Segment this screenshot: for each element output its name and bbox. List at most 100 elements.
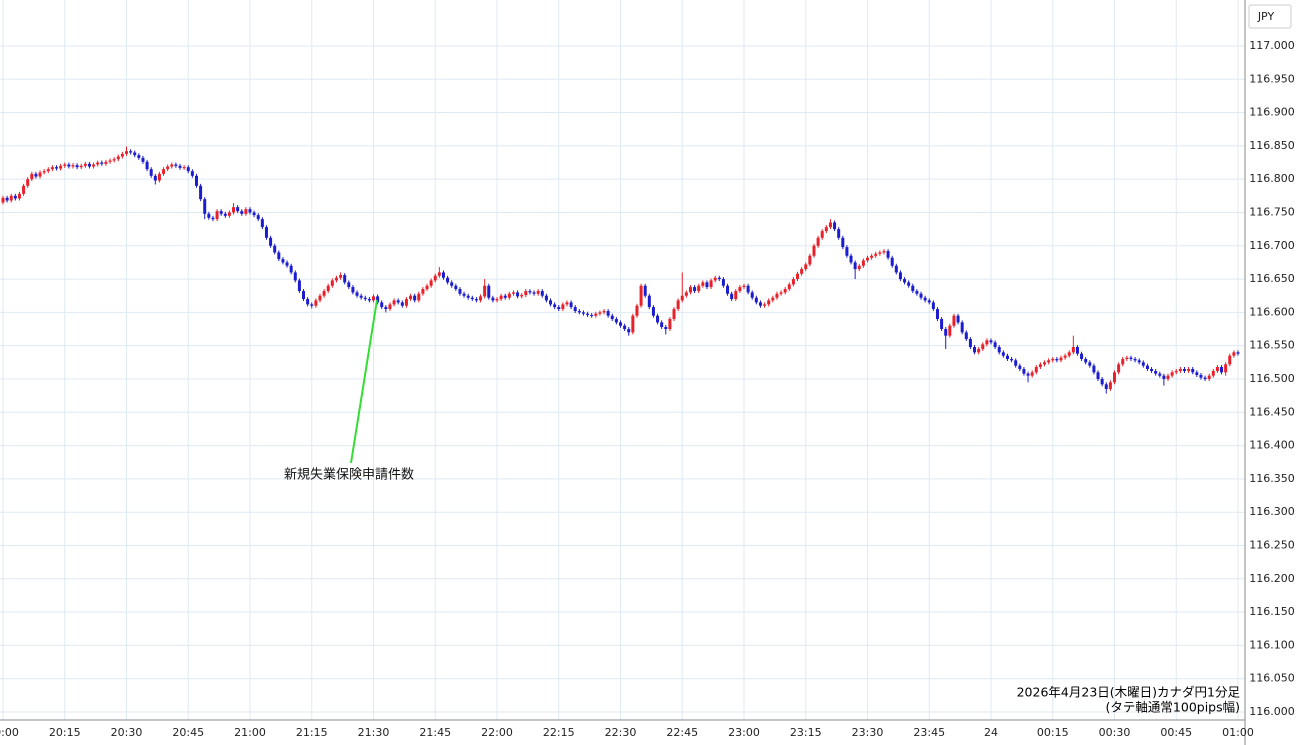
candle-body [22, 185, 26, 194]
candle-body [1174, 370, 1178, 373]
candle-body [59, 165, 63, 169]
candle-body [927, 300, 931, 303]
candle-body [660, 322, 664, 328]
candle-body [668, 319, 672, 330]
candle-body [269, 237, 273, 246]
y-tick-label: 117.000 [1249, 39, 1295, 52]
candle-body [779, 292, 783, 294]
candle-body [437, 272, 441, 276]
candle-body [120, 153, 124, 157]
candle-body [709, 280, 713, 288]
candle-body [38, 172, 42, 177]
x-tick-label: 20:45 [172, 726, 204, 739]
candle-body [820, 231, 824, 238]
candle-body [812, 245, 816, 256]
candle-body [1100, 378, 1104, 385]
candle-body [1063, 355, 1067, 358]
candle-body [808, 255, 812, 265]
candle-body [861, 260, 865, 266]
candle-body [425, 285, 429, 290]
candle-body [981, 344, 985, 350]
candle-body [923, 297, 927, 301]
candle-body [1199, 374, 1203, 378]
candle-body [528, 291, 532, 293]
x-tick-label: 00:15 [1037, 726, 1069, 739]
y-tick-label: 116.550 [1249, 339, 1295, 352]
candle-body [944, 329, 948, 336]
candle-body [631, 315, 635, 333]
y-tick-label: 116.950 [1249, 72, 1295, 85]
candle-body [318, 295, 322, 301]
candle-body [376, 296, 380, 303]
candle-body [573, 307, 577, 312]
candle-body [334, 277, 338, 281]
candle-body [1075, 347, 1079, 354]
candle-body [413, 295, 417, 301]
candle-body [796, 273, 800, 280]
candle-body [1026, 373, 1030, 376]
candle-body [1005, 355, 1009, 360]
candle-body [688, 287, 692, 293]
candle-body [75, 165, 79, 168]
candle-body [853, 262, 857, 270]
x-tick-label: 00:45 [1160, 726, 1192, 739]
y-tick-label: 116.250 [1249, 538, 1295, 551]
candle-body [55, 167, 59, 169]
y-tick-label: 116.050 [1249, 672, 1295, 685]
x-tick-label: 21:00 [234, 726, 266, 739]
candle-body [828, 222, 832, 228]
candle-body [524, 291, 528, 296]
candle-body [400, 302, 404, 306]
candle-body [693, 287, 697, 292]
candle-body [1071, 347, 1075, 353]
candle-body [256, 215, 260, 220]
candle-body [215, 211, 219, 220]
candle-body [726, 285, 730, 294]
candle-body [1191, 368, 1195, 373]
candle-body [1010, 359, 1014, 361]
candle-body [915, 291, 919, 294]
candle-body [973, 347, 977, 353]
candle-body [931, 302, 935, 310]
candle-body [264, 227, 268, 238]
candle-body [890, 257, 894, 266]
candle-body [837, 229, 841, 238]
footnote: 2026年4月23日(木曜日)カナダ円1分足 [1017, 685, 1241, 700]
candle-body [170, 164, 174, 167]
candle-body [919, 293, 923, 298]
candle-body [474, 299, 478, 301]
candle-body [1088, 362, 1092, 366]
candle-body [355, 292, 359, 296]
candle-body [458, 289, 462, 294]
candle-body [1187, 368, 1191, 371]
candle-body [1182, 368, 1186, 371]
candle-body [1166, 375, 1170, 379]
candle-body [985, 340, 989, 345]
candle-body [67, 164, 71, 167]
candle-body [1220, 366, 1224, 373]
candle-body [236, 207, 240, 212]
candle-body [590, 315, 594, 317]
candle-body [1043, 362, 1047, 365]
candle-body [5, 197, 9, 201]
candle-body [367, 299, 371, 301]
candle-body [289, 265, 293, 273]
candle-body [1203, 377, 1207, 379]
candle-body [46, 169, 50, 172]
candle-body [886, 251, 890, 258]
candle-body [470, 297, 474, 300]
candle-body [306, 299, 310, 305]
x-tick-label: 23:15 [790, 726, 822, 739]
x-tick-label: 22:45 [666, 726, 698, 739]
candle-body [112, 159, 116, 161]
candle-body [211, 217, 215, 220]
candle-body [244, 209, 248, 214]
candle-body [433, 275, 437, 281]
candle-body [754, 297, 758, 303]
candle-body [540, 291, 544, 296]
y-tick-label: 116.150 [1249, 605, 1295, 618]
candle-body [833, 222, 837, 230]
candles [1, 146, 1240, 394]
candle-body [1034, 366, 1038, 373]
